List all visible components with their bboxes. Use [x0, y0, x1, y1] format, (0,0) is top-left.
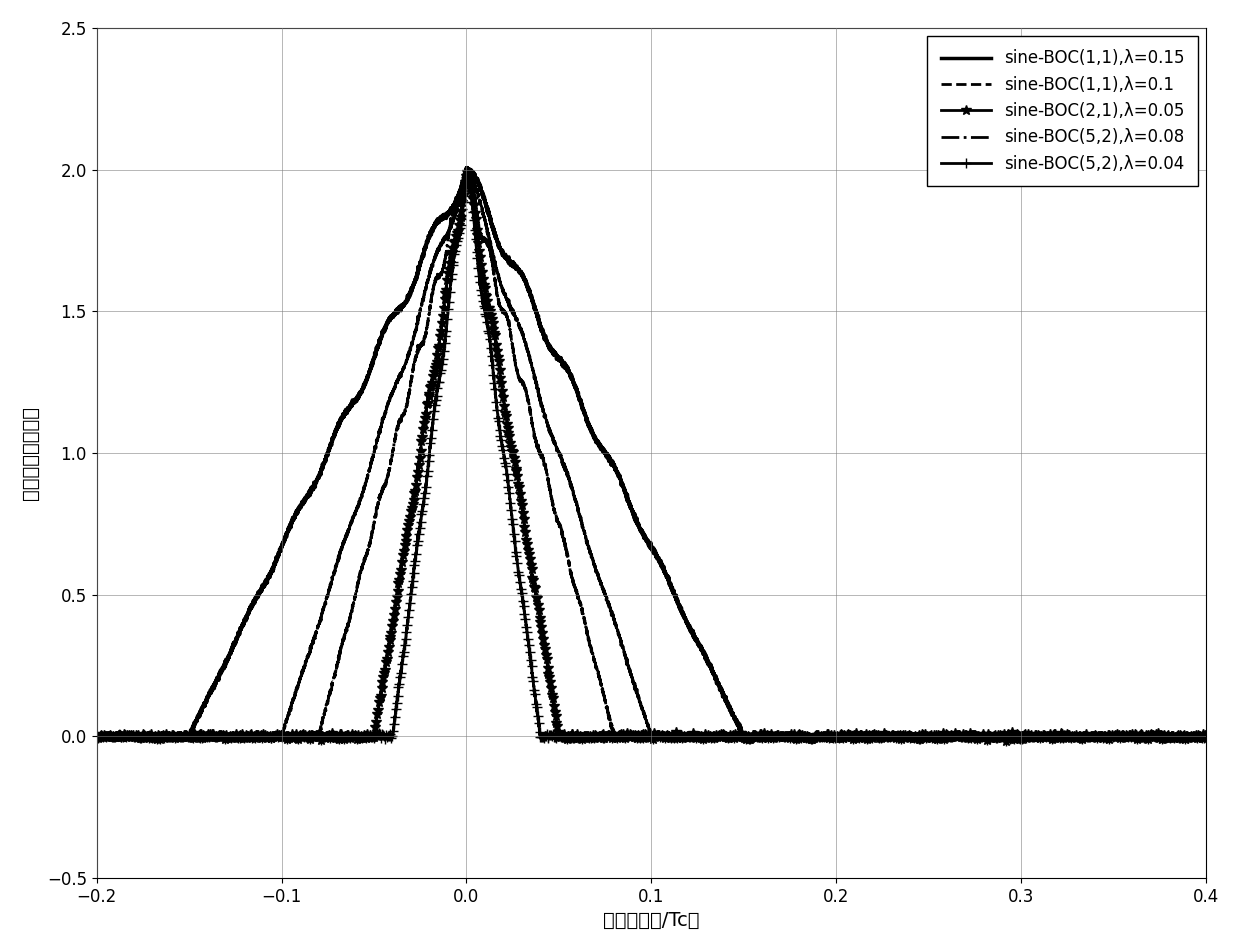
sine-BOC(1,1),λ=0.1 — [94, 731, 109, 743]
Line: sine-BOC(5,2),λ=0.04: sine-BOC(5,2),λ=0.04 — [92, 164, 1211, 747]
Y-axis label: 归一化相关函数值: 归一化相关函数值 — [21, 406, 40, 500]
sine-BOC(5,2),λ=0.04 — [94, 731, 109, 743]
sine-BOC(5,2),λ=0.08 — [89, 729, 104, 741]
sine-BOC(2,1),λ=0.05 — [1140, 730, 1154, 742]
sine-BOC(5,2),λ=0.04 — [135, 730, 150, 742]
sine-BOC(5,2),λ=0.04 — [1140, 730, 1154, 742]
Line: sine-BOC(2,1),λ=0.05: sine-BOC(2,1),λ=0.05 — [92, 164, 1211, 747]
sine-BOC(5,2),λ=0.04 — [1173, 735, 1188, 747]
sine-BOC(5,2),λ=0.08 — [1199, 729, 1214, 741]
sine-BOC(1,1),λ=0.1 — [306, 632, 321, 644]
sine-BOC(2,1),λ=0.05 — [631, 729, 646, 741]
sine-BOC(1,1),λ=0.15 — [135, 730, 150, 742]
sine-BOC(2,1),λ=0.05 — [135, 730, 150, 742]
sine-BOC(5,2),λ=0.08 — [460, 162, 475, 173]
sine-BOC(1,1),λ=0.1 — [155, 731, 170, 743]
Line: sine-BOC(5,2),λ=0.08: sine-BOC(5,2),λ=0.08 — [97, 167, 1207, 741]
sine-BOC(2,1),λ=0.05 — [459, 163, 474, 174]
Legend: sine-BOC(1,1),λ=0.15, sine-BOC(1,1),λ=0.1, sine-BOC(2,1),λ=0.05, sine-BOC(5,2),λ: sine-BOC(1,1),λ=0.15, sine-BOC(1,1),λ=0.… — [928, 36, 1198, 186]
sine-BOC(1,1),λ=0.15 — [94, 731, 109, 743]
sine-BOC(1,1),λ=0.15 — [1199, 729, 1214, 741]
sine-BOC(1,1),λ=0.1 — [1173, 735, 1188, 747]
Line: sine-BOC(1,1),λ=0.15: sine-BOC(1,1),λ=0.15 — [97, 167, 1207, 741]
sine-BOC(1,1),λ=0.1 — [135, 730, 150, 742]
sine-BOC(1,1),λ=0.1 — [89, 729, 104, 741]
sine-BOC(2,1),λ=0.05 — [155, 731, 170, 743]
sine-BOC(1,1),λ=0.15 — [89, 729, 104, 741]
X-axis label: 码片延远（/Tc）: 码片延远（/Tc） — [603, 911, 699, 930]
sine-BOC(1,1),λ=0.15 — [1173, 735, 1188, 747]
sine-BOC(1,1),λ=0.15 — [1140, 730, 1154, 742]
sine-BOC(1,1),λ=0.15 — [306, 480, 321, 492]
sine-BOC(5,2),λ=0.08 — [155, 731, 170, 743]
sine-BOC(2,1),λ=0.05 — [1199, 729, 1214, 741]
sine-BOC(5,2),λ=0.08 — [1140, 730, 1154, 742]
sine-BOC(5,2),λ=0.04 — [459, 163, 474, 174]
sine-BOC(5,2),λ=0.04 — [155, 731, 170, 743]
sine-BOC(5,2),λ=0.04 — [631, 729, 646, 741]
sine-BOC(2,1),λ=0.05 — [306, 730, 321, 742]
sine-BOC(5,2),λ=0.08 — [631, 729, 646, 741]
sine-BOC(5,2),λ=0.04 — [1199, 729, 1214, 741]
Line: sine-BOC(1,1),λ=0.1: sine-BOC(1,1),λ=0.1 — [97, 168, 1207, 741]
sine-BOC(2,1),λ=0.05 — [1173, 735, 1188, 747]
sine-BOC(1,1),λ=0.1 — [459, 163, 474, 174]
sine-BOC(5,2),λ=0.04 — [89, 729, 104, 741]
sine-BOC(1,1),λ=0.15 — [155, 731, 170, 743]
sine-BOC(1,1),λ=0.15 — [631, 520, 646, 532]
sine-BOC(5,2),λ=0.08 — [1173, 735, 1188, 747]
sine-BOC(1,1),λ=0.1 — [1199, 729, 1214, 741]
sine-BOC(1,1),λ=0.15 — [460, 162, 475, 173]
sine-BOC(1,1),λ=0.1 — [631, 693, 646, 705]
sine-BOC(5,2),λ=0.04 — [306, 730, 321, 742]
sine-BOC(2,1),λ=0.05 — [94, 731, 109, 743]
sine-BOC(2,1),λ=0.05 — [89, 729, 104, 741]
sine-BOC(5,2),λ=0.08 — [135, 730, 150, 742]
sine-BOC(1,1),λ=0.1 — [1140, 730, 1154, 742]
sine-BOC(5,2),λ=0.08 — [94, 731, 109, 743]
sine-BOC(5,2),λ=0.08 — [306, 730, 321, 742]
